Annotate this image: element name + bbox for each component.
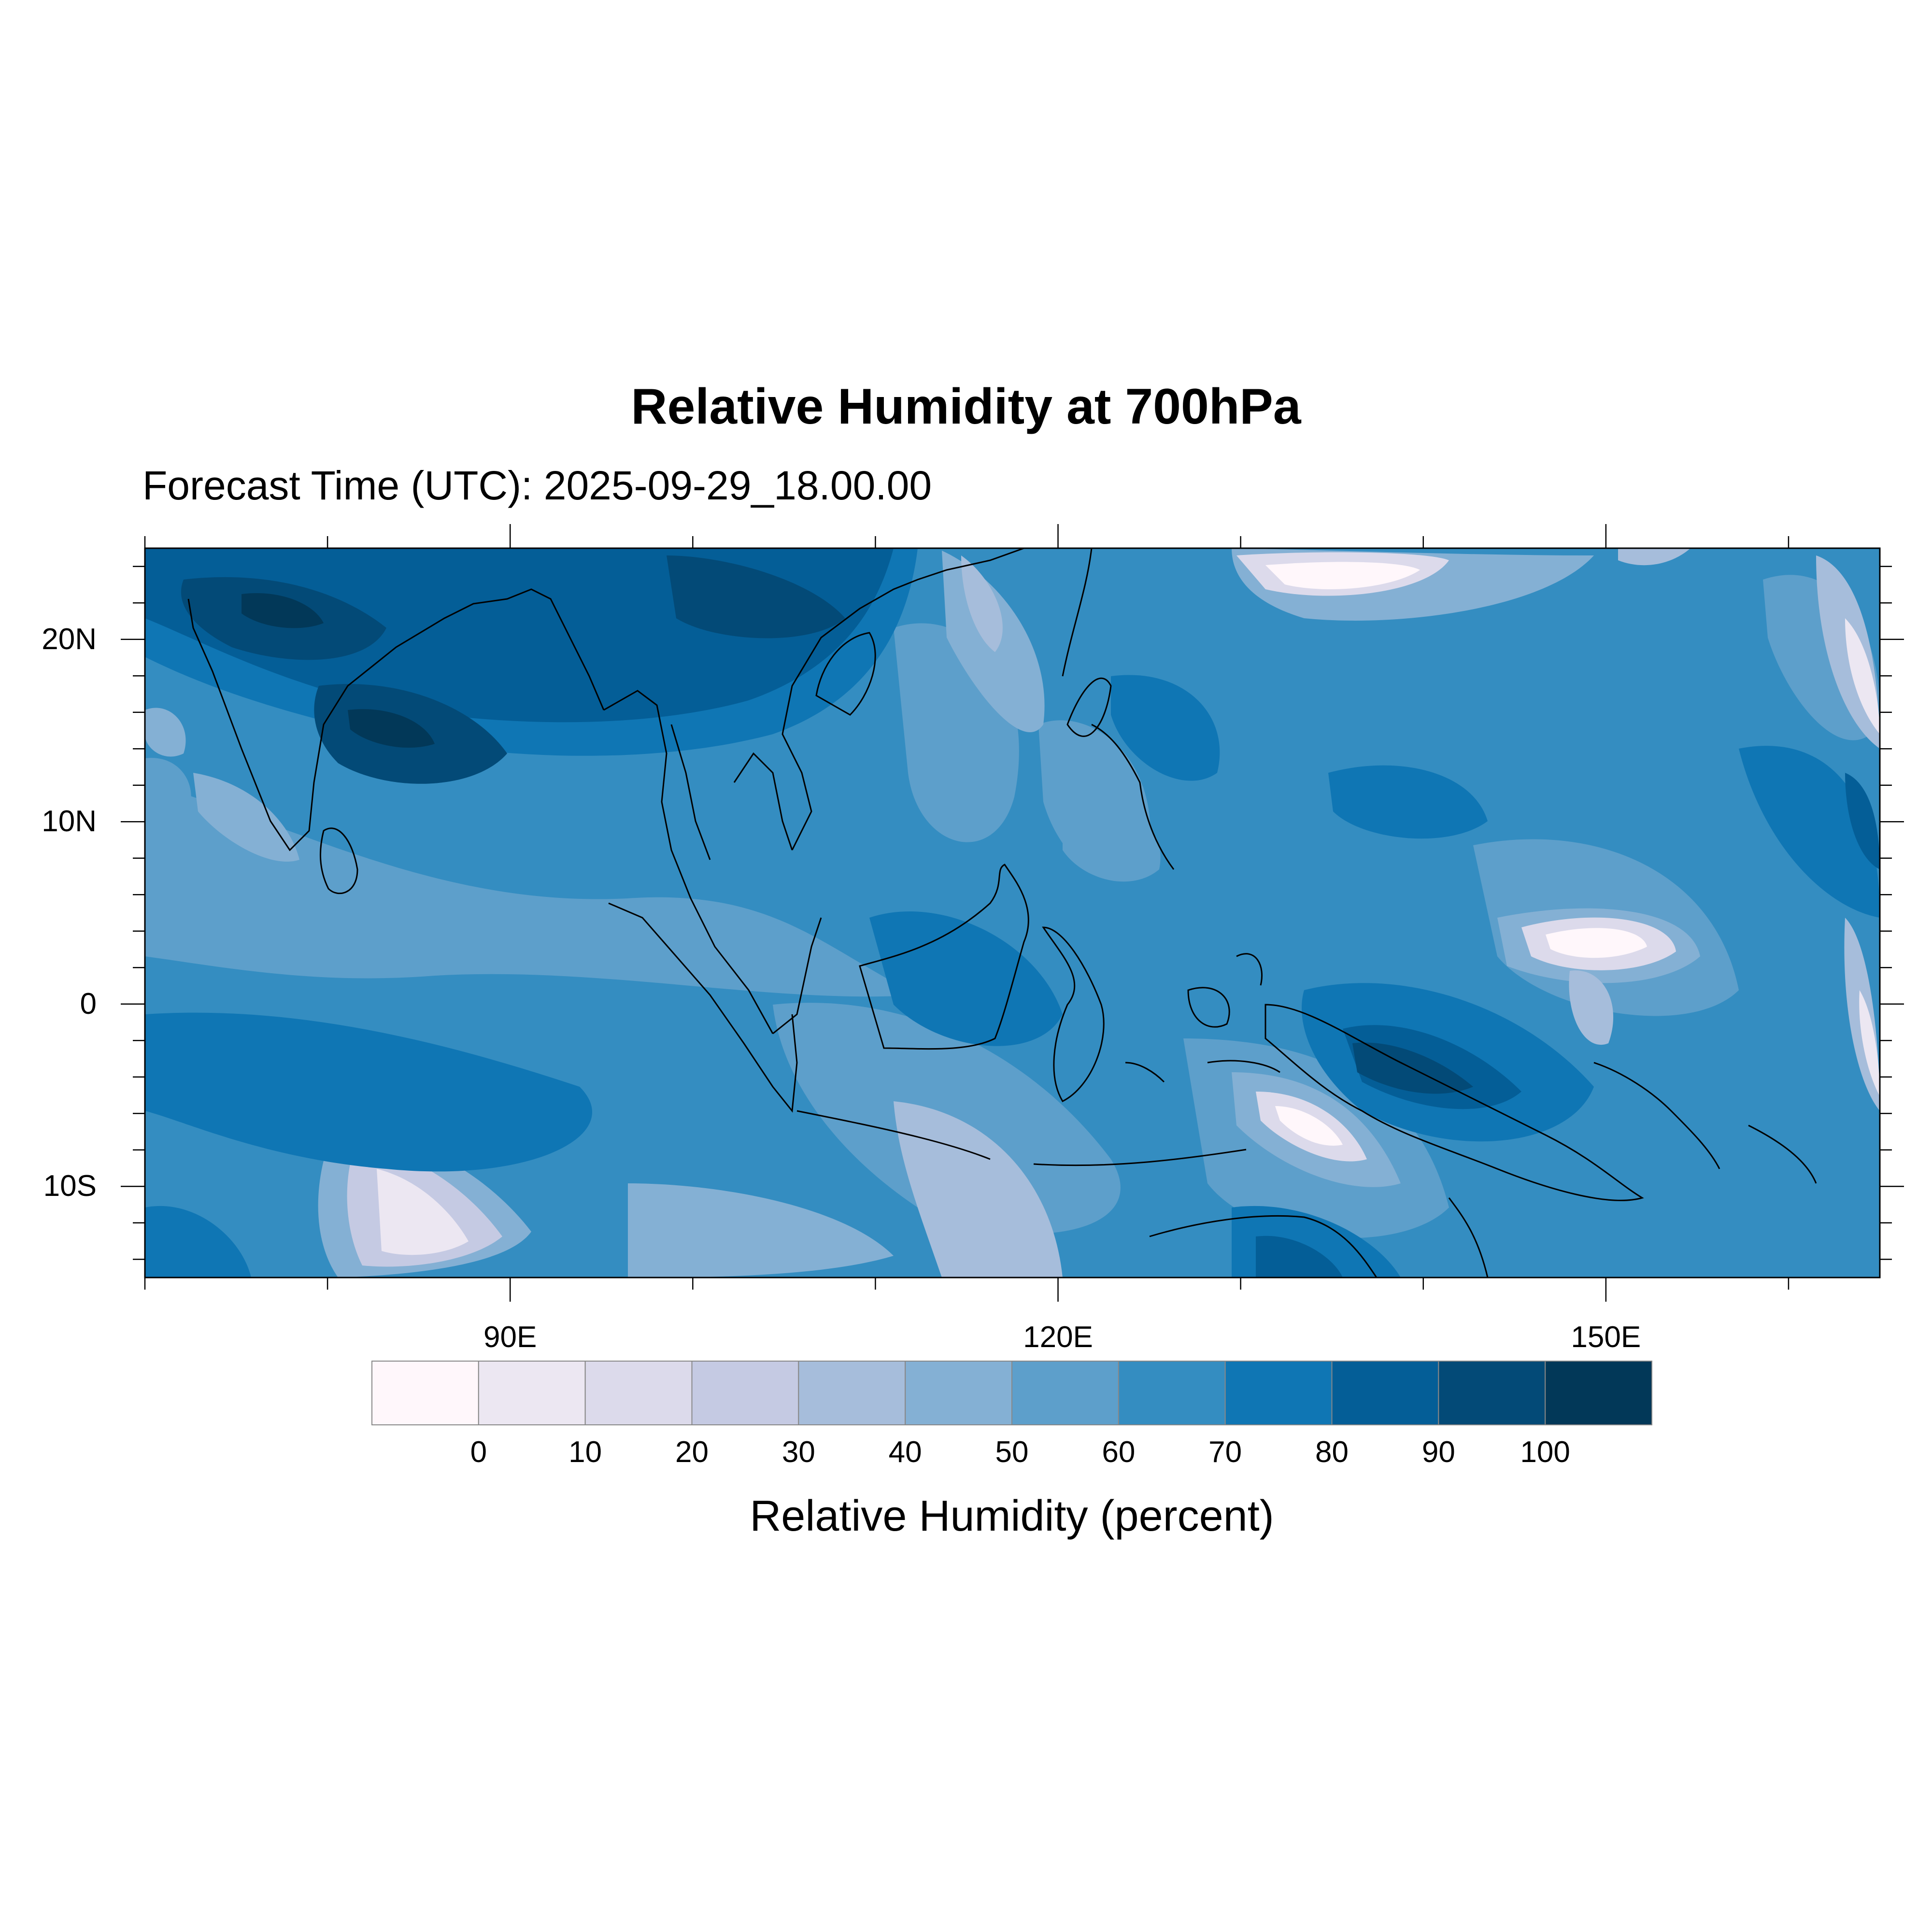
colorbar-level-label: 0 (470, 1435, 487, 1469)
colorbar-swatch (1011, 1361, 1119, 1425)
colorbar-level-label: 60 (1102, 1435, 1136, 1469)
colorbar-swatch (1545, 1361, 1653, 1425)
colorbar-level-label: 90 (1421, 1435, 1455, 1469)
colorbar-swatch (1331, 1361, 1439, 1425)
forecast-time-subtitle: Forecast Time (UTC): 2025-09-29_18.00.00 (142, 463, 932, 508)
colorbar-level-label: 80 (1315, 1435, 1349, 1469)
latitude-label: 20N (42, 622, 97, 656)
latitude-label: 10N (42, 805, 97, 838)
longitude-label: 150E (1571, 1321, 1641, 1354)
colorbar-level-label: 30 (781, 1435, 815, 1469)
colorbar-swatch (371, 1361, 479, 1425)
colorbar-level-label: 100 (1520, 1435, 1570, 1469)
colorbar-level-label: 40 (888, 1435, 922, 1469)
map-frame (144, 547, 1881, 1279)
coastlines (187, 548, 1817, 1278)
colorbar-title: Relative Humidity (percent) (750, 1492, 1274, 1540)
latitude-label: 0 (80, 987, 97, 1021)
colorbar-swatch (691, 1361, 799, 1425)
colorbar-swatch (1438, 1361, 1546, 1425)
longitude-label: 120E (1023, 1321, 1093, 1354)
colorbar-swatch (1224, 1361, 1333, 1425)
colorbar-swatch (584, 1361, 693, 1425)
plot-title: Relative Humidity at 700hPa (631, 379, 1301, 435)
colorbar-level-label: 20 (675, 1435, 709, 1469)
colorbar-level-label: 70 (1208, 1435, 1242, 1469)
latitude-label: 10S (43, 1169, 97, 1203)
colorbar-level-label: 10 (568, 1435, 602, 1469)
humidity-extreme-spots (242, 593, 435, 748)
colorbar-swatch (905, 1361, 1012, 1425)
longitude-label: 90E (483, 1321, 537, 1354)
colorbar-swatch (1118, 1361, 1226, 1425)
colorbar (371, 1361, 1653, 1425)
colorbar-swatch (798, 1361, 906, 1425)
colorbar-swatch (478, 1361, 586, 1425)
map-ticks (121, 524, 1904, 1302)
colorbar-level-label: 50 (995, 1435, 1029, 1469)
